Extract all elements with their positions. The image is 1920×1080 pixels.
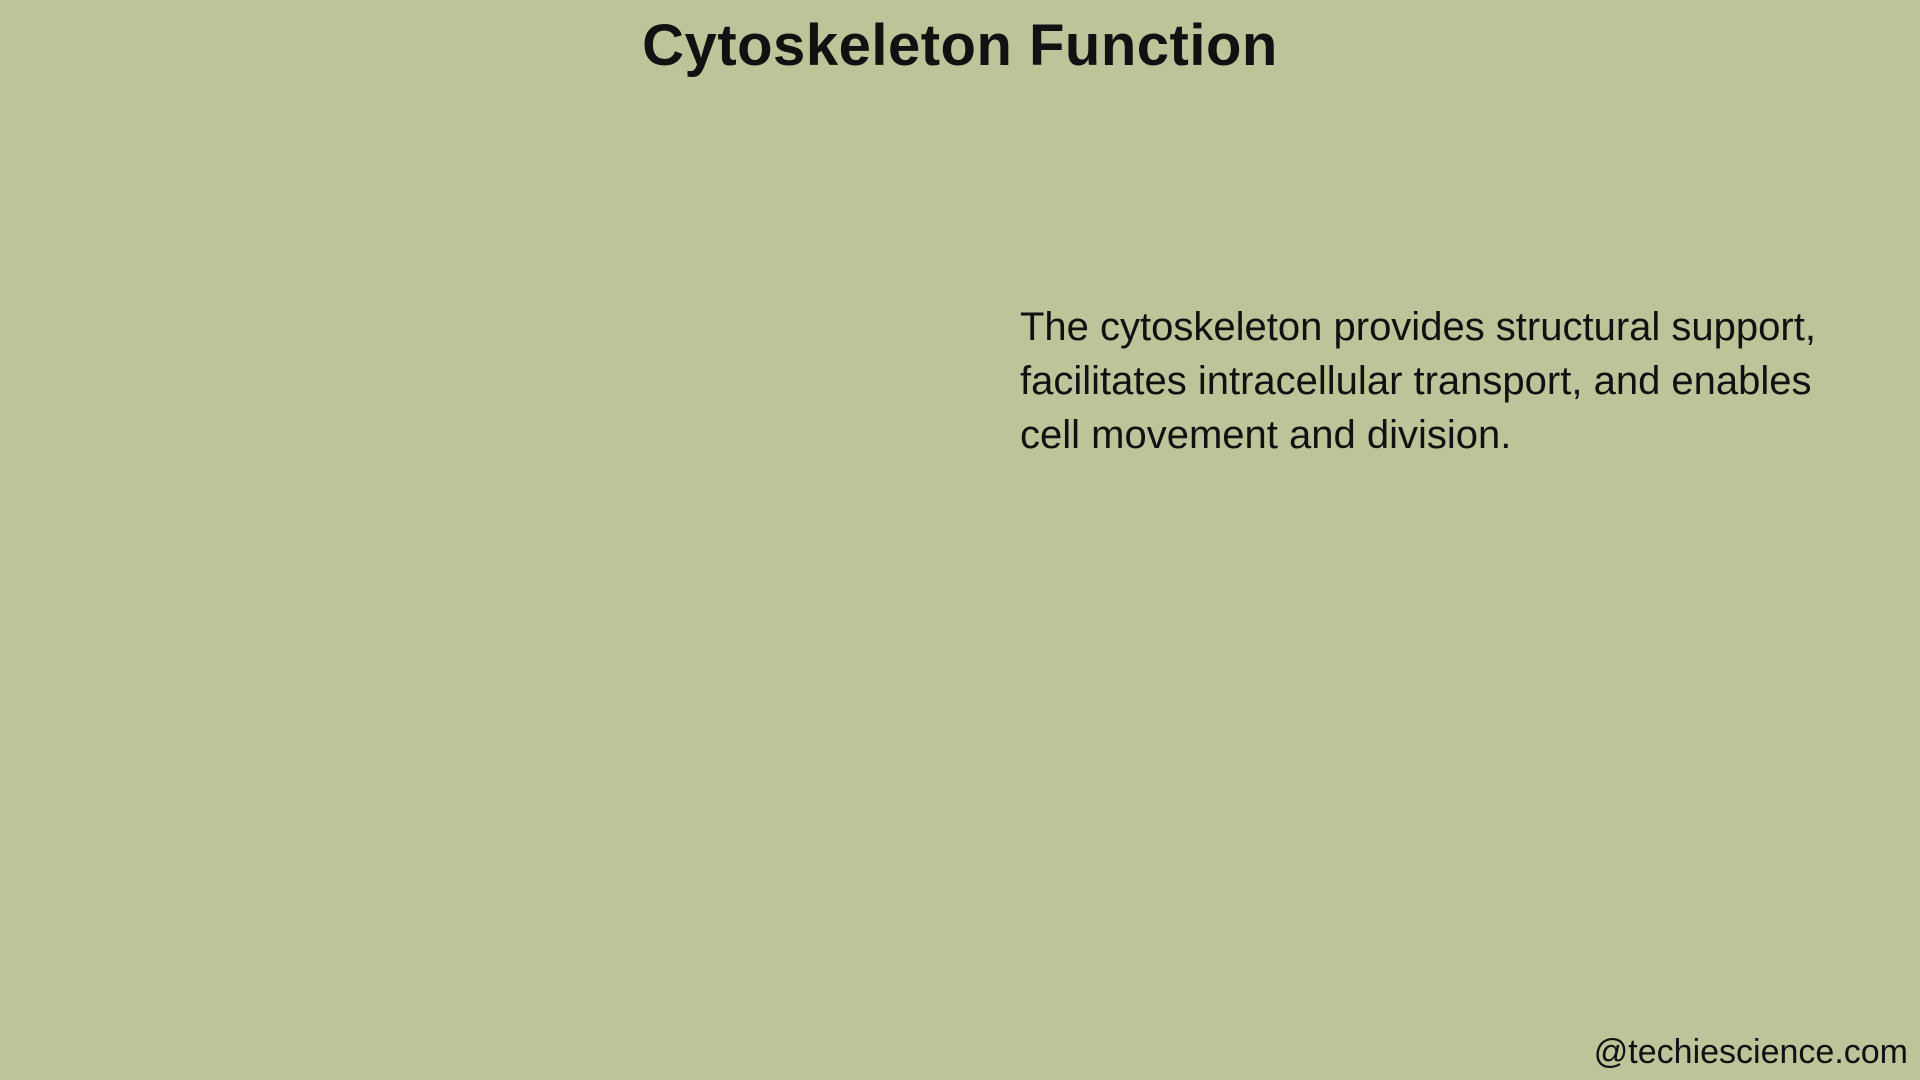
slide-title: Cytoskeleton Function	[0, 12, 1920, 79]
slide-body-text: The cytoskeleton provides structural sup…	[1020, 300, 1860, 462]
attribution-text: @techiescience.com	[1594, 1033, 1908, 1072]
